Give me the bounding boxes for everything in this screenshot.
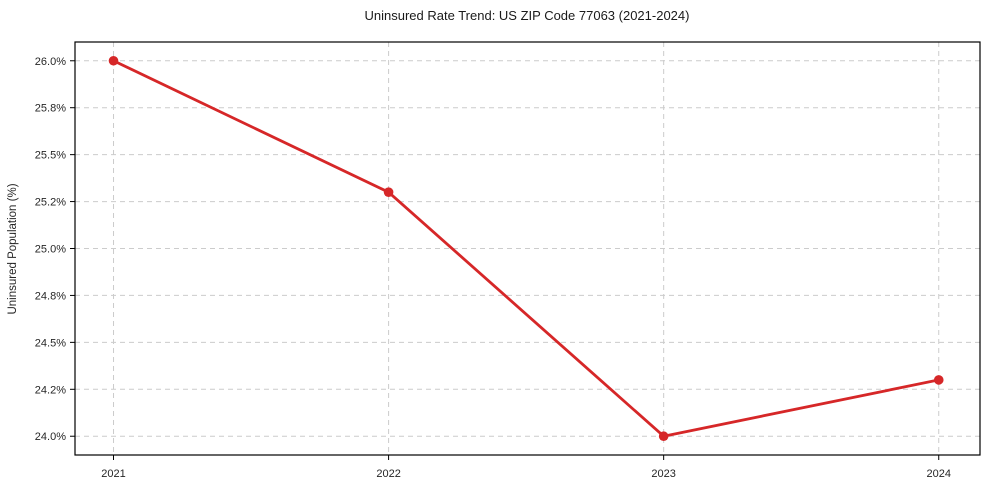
x-tick-label: 2023 bbox=[651, 468, 675, 480]
x-tick-label: 2022 bbox=[376, 468, 400, 480]
y-tick-label: 24.5% bbox=[35, 337, 66, 349]
data-point-marker bbox=[658, 431, 669, 442]
y-tick-label: 24.0% bbox=[35, 431, 66, 443]
chart-title: Uninsured Rate Trend: US ZIP Code 77063 … bbox=[365, 8, 690, 23]
series-layer bbox=[108, 55, 944, 442]
grid-layer bbox=[75, 42, 980, 455]
y-tick-label: 25.8% bbox=[35, 103, 66, 115]
axes-layer: 24.0% 24.2% 24.5% 24.8% 25.0% 25.2% 25.5% 25.8%… bbox=[35, 41, 981, 480]
x-tick-label: 2024 bbox=[926, 468, 950, 480]
y-tick-label: 26.0% bbox=[35, 56, 66, 68]
y-tick-label: 25.2% bbox=[35, 197, 66, 209]
data-point-marker bbox=[933, 375, 944, 385]
y-tick-label: 24.2% bbox=[35, 384, 66, 396]
y-tick-label: 24.8% bbox=[35, 290, 66, 302]
y-axis-label: Uninsured Population (%) bbox=[7, 183, 19, 314]
trend-line bbox=[112, 59, 941, 438]
data-point-marker bbox=[108, 55, 119, 66]
data-point-marker bbox=[383, 187, 394, 197]
y-tick-label: 25.5% bbox=[35, 150, 66, 162]
x-tick-label: 2021 bbox=[101, 468, 125, 480]
y-tick-label: 25.0% bbox=[35, 244, 66, 256]
